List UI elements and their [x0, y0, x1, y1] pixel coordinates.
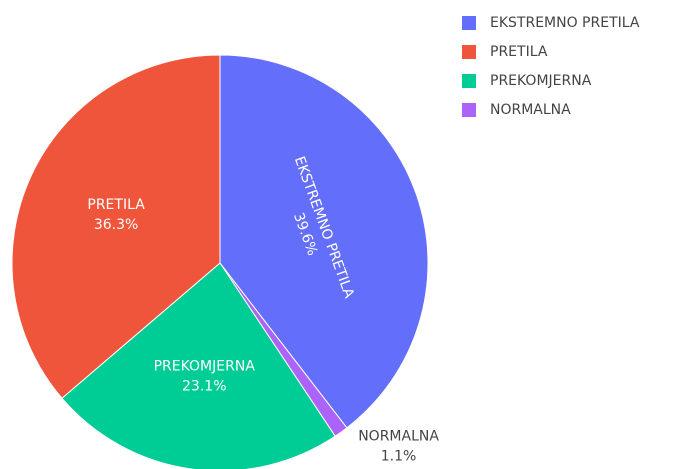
slice-category: PRETILA: [87, 197, 145, 213]
legend-label: PREKOMJERNA: [490, 73, 592, 89]
pie-slice: [61, 262, 336, 469]
slice-category: PREKOMJERNA: [154, 358, 256, 374]
legend-swatch: [462, 45, 476, 59]
slice-value: 1.1%: [381, 449, 417, 465]
slice-label: PRETILA 36.3%: [87, 197, 145, 233]
pie-slice: [219, 54, 429, 429]
slice-value: 36.3%: [94, 217, 138, 233]
slice-category: NORMALNA: [358, 429, 439, 445]
legend-swatch: [462, 16, 476, 30]
legend-label: NORMALNA: [490, 102, 571, 118]
slice-value: 23.1%: [182, 378, 226, 394]
legend-swatch: [462, 74, 476, 88]
legend-label: PRETILA: [490, 44, 548, 60]
pie-slice: [11, 54, 221, 399]
slice-label: PREKOMJERNA 23.1%: [154, 358, 256, 394]
slice-label: NORMALNA 1.1%: [358, 429, 439, 465]
legend-label: EKSTREMNO PRETILA: [490, 15, 640, 31]
legend-swatch: [462, 103, 476, 117]
